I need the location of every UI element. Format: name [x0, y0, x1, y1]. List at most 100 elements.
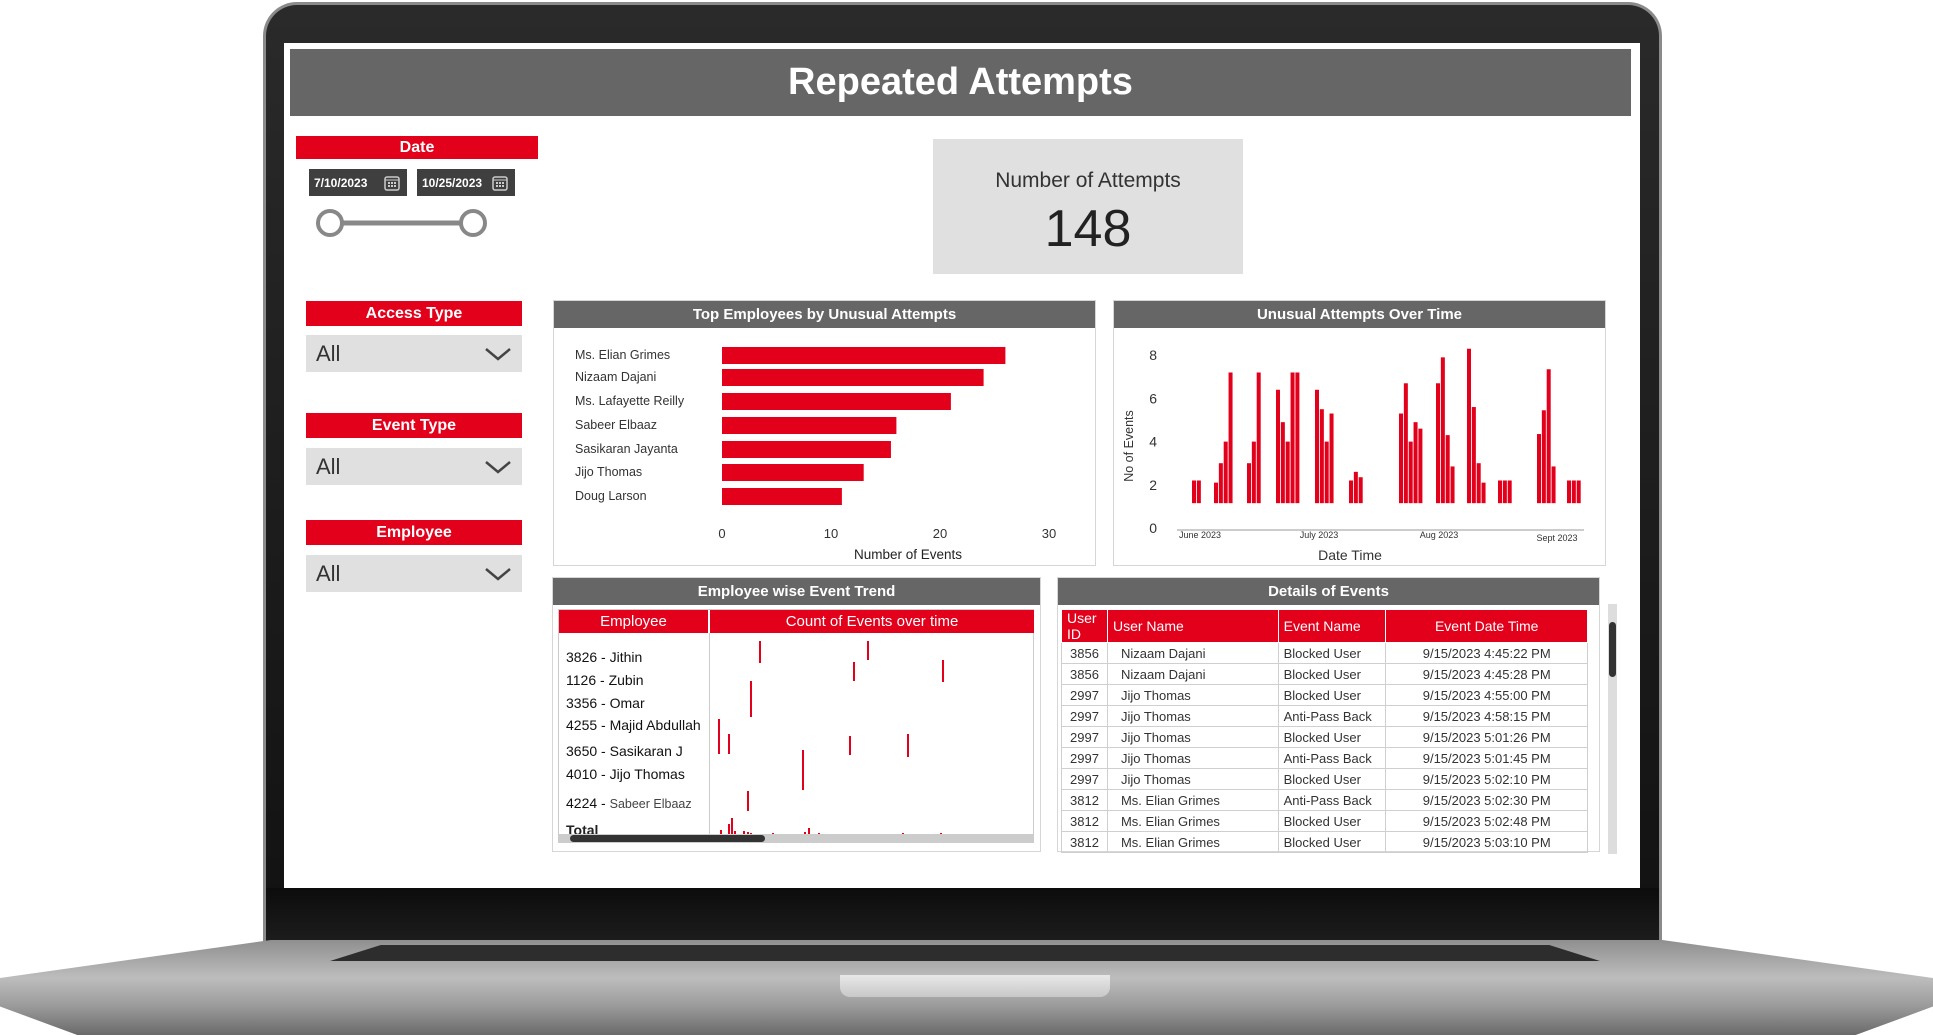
scrollbar-thumb[interactable] [1609, 622, 1616, 677]
laptop-keyboard [330, 945, 1600, 961]
trend-row-label[interactable]: 4010 - Jijo Thomas [566, 766, 685, 782]
time-bar[interactable] [1476, 463, 1481, 504]
event-type-label: Event Type [306, 413, 522, 438]
bar[interactable] [722, 393, 951, 410]
column-header[interactable]: User ID [1061, 609, 1108, 643]
time-bar[interactable] [1546, 369, 1551, 504]
event-type-dropdown[interactable]: All [306, 448, 522, 485]
table-row[interactable]: 3856 Nizaam Dajani Blocked User 9/15/2023 4… [1061, 663, 1588, 685]
time-bar[interactable] [1440, 357, 1445, 504]
date-range-slider[interactable] [310, 205, 500, 241]
slider-end-handle[interactable] [459, 209, 487, 237]
time-bar[interactable] [1324, 441, 1329, 504]
scrollbar-thumb[interactable] [570, 835, 765, 842]
time-bar[interactable] [1196, 480, 1201, 504]
start-date-input[interactable]: 7/10/2023 [309, 169, 407, 196]
time-bar[interactable] [1251, 441, 1256, 504]
time-bar[interactable] [1418, 428, 1423, 504]
time-bar[interactable] [1537, 434, 1541, 504]
bar[interactable] [722, 464, 864, 481]
time-bar[interactable] [1445, 435, 1450, 504]
total-bar [720, 830, 722, 836]
time-bar[interactable] [1295, 372, 1300, 504]
horizontal-scrollbar[interactable] [559, 834, 1034, 843]
trend-row-label[interactable]: 4255 - Majid Abdullah [566, 717, 701, 733]
bar[interactable] [722, 369, 984, 386]
time-bar[interactable] [1349, 480, 1353, 504]
bar[interactable] [722, 441, 891, 458]
table-row[interactable]: 3812 Ms. Elian Grimes Anti-Pass Back 9/15/2… [1061, 789, 1588, 811]
user-id-cell: 3812 [1061, 789, 1108, 811]
time-bar[interactable] [1408, 441, 1413, 504]
table-row[interactable]: 3856 Nizaam Dajani Blocked User 9/15/2023 4… [1061, 642, 1588, 664]
bar[interactable] [722, 488, 842, 505]
time-bar[interactable] [1507, 480, 1512, 504]
time-bar[interactable] [1541, 410, 1546, 504]
time-bar[interactable] [1358, 477, 1363, 504]
time-bar[interactable] [1329, 413, 1334, 504]
employee-name: Sabeer Elbaaz [609, 797, 692, 811]
time-bar[interactable] [1290, 372, 1295, 504]
time-bar[interactable] [1481, 482, 1486, 504]
date-filter-label: Date [296, 136, 538, 159]
time-bar[interactable] [1567, 480, 1571, 504]
time-bar[interactable] [1450, 466, 1455, 504]
time-bar[interactable] [1413, 422, 1418, 504]
table-row[interactable]: 2997 Jijo Thomas Blocked User 9/15/2023 5:0… [1061, 726, 1588, 748]
chevron-down-icon [485, 347, 511, 361]
user-name-cell: Jijo Thomas [1106, 768, 1279, 790]
time-bar[interactable] [1467, 348, 1471, 504]
time-bar[interactable] [1285, 441, 1290, 504]
time-bar[interactable] [1192, 480, 1196, 504]
trend-row-label[interactable]: 3356 - Omar [566, 695, 645, 711]
time-bar[interactable] [1502, 480, 1507, 504]
column-header[interactable]: Event Name [1277, 609, 1387, 643]
time-bar[interactable] [1223, 441, 1228, 504]
time-bar[interactable] [1315, 389, 1319, 504]
column-header[interactable]: User Name [1106, 609, 1279, 643]
end-date-input[interactable]: 10/25/2023 [417, 169, 515, 196]
time-bar[interactable] [1218, 463, 1223, 504]
table-row[interactable]: 2997 Jijo Thomas Anti-Pass Back 9/15/2023 5… [1061, 747, 1588, 769]
bar[interactable] [722, 417, 897, 434]
trend-row-label[interactable]: 1126 - Zubin [566, 672, 644, 688]
time-bar[interactable] [1353, 471, 1358, 504]
event-datetime-cell: 9/15/2023 5:02:30 PM [1385, 789, 1588, 811]
trend-row-label[interactable]: 3650 - Sasikaran J [566, 743, 683, 759]
time-bar[interactable] [1319, 409, 1324, 504]
time-bar[interactable] [1551, 466, 1556, 504]
table-row[interactable]: 3812 Ms. Elian Grimes Blocked User 9/15/202… [1061, 831, 1588, 853]
time-bar[interactable] [1276, 389, 1280, 504]
table-row[interactable]: 2997 Jijo Thomas Blocked User 9/15/2023 5:0… [1061, 768, 1588, 790]
event-datetime-cell: 9/15/2023 4:45:28 PM [1385, 663, 1588, 685]
time-bar[interactable] [1436, 383, 1440, 504]
table-row[interactable]: 2997 Jijo Thomas Blocked User 9/15/2023 4:5… [1061, 684, 1588, 706]
time-bar[interactable] [1576, 480, 1581, 504]
calendar-icon[interactable] [383, 174, 401, 192]
calendar-icon[interactable] [491, 174, 509, 192]
employee-dropdown[interactable]: All [306, 555, 522, 592]
time-bar[interactable] [1256, 372, 1261, 504]
table-row[interactable]: 3812 Ms. Elian Grimes Blocked User 9/15/202… [1061, 810, 1588, 832]
time-bar[interactable] [1571, 480, 1576, 504]
trend-row-label[interactable]: 4224 - Sabeer Elbaaz [566, 795, 692, 811]
time-bar[interactable] [1498, 480, 1502, 504]
access-type-dropdown[interactable]: All [306, 335, 522, 372]
column-header[interactable]: Event Date Time [1385, 609, 1588, 643]
table-row[interactable]: 2997 Jijo Thomas Anti-Pass Back 9/15/2023 4… [1061, 705, 1588, 727]
user-name-cell: Ms. Elian Grimes [1106, 789, 1279, 811]
time-bar[interactable] [1280, 422, 1285, 504]
time-bar[interactable] [1228, 372, 1233, 504]
vertical-scrollbar[interactable] [1608, 604, 1617, 854]
time-bar[interactable] [1247, 463, 1251, 504]
bar[interactable] [722, 347, 1006, 364]
time-bar[interactable] [1214, 482, 1218, 504]
user-name-cell: Ms. Elian Grimes [1106, 810, 1279, 832]
time-bar[interactable] [1471, 407, 1476, 504]
time-bar[interactable] [1399, 413, 1403, 504]
slider-start-handle[interactable] [316, 209, 344, 237]
trend-row-label[interactable]: 3826 - Jithin [566, 649, 643, 665]
event-datetime-cell: 9/15/2023 5:01:45 PM [1385, 747, 1588, 769]
chevron-down-icon [485, 567, 511, 581]
time-bar[interactable] [1403, 383, 1408, 504]
